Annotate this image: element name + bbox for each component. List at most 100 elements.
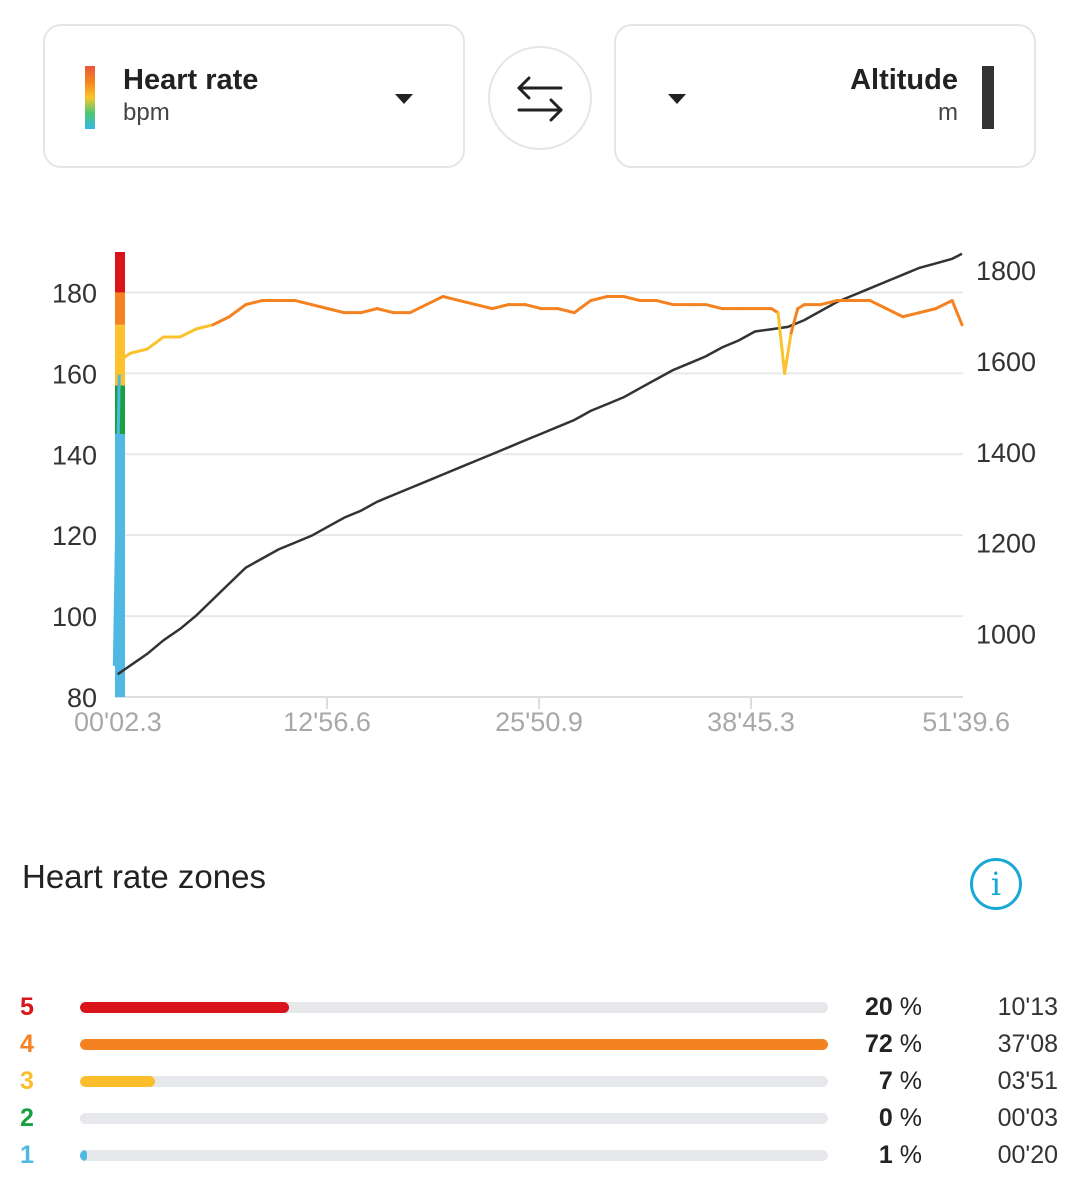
- zone-row-2: 2 0 % 00'03: [0, 1104, 1079, 1134]
- heart-rate-segment: [589, 295, 609, 303]
- zone-bar-fill: [80, 1002, 290, 1013]
- heart-rate-line: [112, 295, 964, 667]
- x-tick-label: 00'02.3: [74, 707, 162, 737]
- hr-altitude-chart[interactable]: 80 100 120 140 160 180 1000 1200 1400 1600 1800 0…: [0, 230, 1079, 750]
- swap-button[interactable]: [488, 46, 592, 150]
- heart-rate-segment: [117, 355, 126, 375]
- zone-band-4: [115, 292, 125, 325]
- zone-band-3: [115, 324, 125, 386]
- zone-percent: 7 %: [878, 1067, 922, 1095]
- heart-rate-segment: [145, 335, 166, 351]
- swap-arrows-icon: [517, 76, 563, 122]
- heart-rate-segment: [211, 315, 231, 327]
- heart-rate-segment: [326, 307, 346, 315]
- heart-rate-segment: [441, 295, 461, 303]
- zone-number: 5: [20, 993, 34, 1021]
- y-axis-left: 80 100 120 140 160 180: [52, 278, 97, 713]
- heart-rate-segment: [950, 299, 964, 327]
- heart-rate-segment: [868, 299, 888, 311]
- zone-bar-track: [80, 1002, 828, 1013]
- info-icon[interactable]: i: [970, 858, 1022, 910]
- heart-rate-segment: [917, 307, 938, 315]
- zone-number: 2: [20, 1104, 34, 1132]
- heart-rate-segment: [819, 299, 839, 307]
- heart-rate-segment: [556, 307, 576, 315]
- heart-rate-segment: [901, 311, 921, 319]
- heart-rate-selector[interactable]: Heart rate bpm: [43, 24, 465, 168]
- heart-rate-color-legend: [85, 66, 95, 129]
- heart-rate-segment: [934, 299, 954, 311]
- heart-rate-unit: bpm: [123, 99, 170, 126]
- zone-band-5: [115, 252, 125, 293]
- heart-rate-segment: [424, 295, 445, 307]
- heart-rate-segment: [783, 331, 793, 375]
- altitude-line: [116, 252, 963, 676]
- heart-rate-segment: [375, 307, 396, 315]
- zone-time: 37'08: [997, 1030, 1058, 1058]
- zone-percent: 1 %: [878, 1141, 922, 1169]
- altitude-title: Altitude: [850, 64, 958, 96]
- altitude-series: [116, 252, 963, 676]
- x-tick-label: 38'45.3: [707, 707, 795, 737]
- zone-percent: 0 %: [878, 1104, 922, 1132]
- heart-rate-segment: [457, 299, 478, 307]
- zones-title: Heart rate zones: [22, 858, 266, 895]
- chart-grid: [115, 291, 963, 698]
- y-left-tick-label: 180: [52, 278, 97, 308]
- heart-rate-segment: [293, 299, 313, 307]
- heart-rate-segment: [309, 303, 330, 311]
- zone-bar-fill: [80, 1076, 155, 1087]
- y-left-tick-label: 80: [67, 683, 97, 713]
- zone-row-5: 5 20 % 10'13: [0, 993, 1079, 1023]
- zone-percent: 72 %: [865, 1030, 922, 1058]
- heart-rate-segment: [194, 323, 215, 331]
- heart-rate-segment: [704, 303, 724, 311]
- zone-row-3: 3 7 % 03'51: [0, 1067, 1079, 1097]
- y-axis-right: 1000 1200 1400 1600 1800: [976, 256, 1036, 649]
- heart-rate-segment: [244, 299, 264, 307]
- chevron-down-icon[interactable]: [668, 94, 686, 104]
- heart-rate-segment: [523, 303, 543, 311]
- y-right-tick-label: 1800: [976, 256, 1036, 286]
- zone-time: 00'20: [997, 1141, 1058, 1169]
- x-axis: 00'02.3 12'56.6 25'50.9 38'45.3 51'39.6: [74, 697, 1010, 737]
- heart-rate-segment: [474, 303, 494, 311]
- y-right-tick-label: 1400: [976, 438, 1036, 468]
- heart-rate-segment: [654, 299, 675, 307]
- zone-bar-fill: [80, 1039, 828, 1050]
- zone-time: 10'13: [997, 993, 1058, 1021]
- chevron-down-icon[interactable]: [395, 94, 413, 104]
- altitude-color-legend: [982, 66, 994, 129]
- zone-row-1: 1 1 % 00'20: [0, 1141, 1079, 1171]
- heart-rate-segment: [490, 303, 511, 311]
- heart-rate-segment: [572, 299, 593, 315]
- x-tick-label: 25'50.9: [495, 707, 583, 737]
- y-right-tick-label: 1600: [976, 347, 1036, 377]
- zone-bar-track: [80, 1076, 828, 1087]
- zone-band-1: [115, 434, 125, 697]
- heart-rate-segment: [227, 303, 248, 319]
- heart-rate-segment: [178, 327, 198, 339]
- heart-rate-segment: [408, 303, 428, 315]
- heart-rate-segment: [112, 371, 121, 667]
- x-tick-label: 12'56.6: [283, 707, 371, 737]
- zone-time: 03'51: [997, 1067, 1058, 1095]
- altitude-unit: m: [938, 99, 958, 126]
- zone-row-4: 4 72 % 37'08: [0, 1030, 1079, 1060]
- altitude-selector[interactable]: Altitude m: [614, 24, 1036, 168]
- zone-bar-track: [80, 1150, 828, 1161]
- zone-percent: 20 %: [865, 993, 922, 1021]
- y-left-tick-label: 160: [52, 359, 97, 389]
- heart-rate-segment: [884, 307, 905, 319]
- heart-rate-segment: [776, 311, 787, 375]
- x-tick-label: 51'39.6: [922, 707, 1010, 737]
- heart-rate-segment: [789, 307, 800, 335]
- zone-bar-track: [80, 1039, 828, 1050]
- zone-bar-fill: [80, 1150, 88, 1161]
- heart-rate-segment: [622, 295, 642, 303]
- zone-number: 3: [20, 1067, 34, 1095]
- heart-rate-segment: [359, 307, 379, 315]
- zone-bar-track: [80, 1113, 828, 1124]
- y-left-tick-label: 140: [52, 440, 97, 470]
- heart-rate-segment: [129, 347, 149, 355]
